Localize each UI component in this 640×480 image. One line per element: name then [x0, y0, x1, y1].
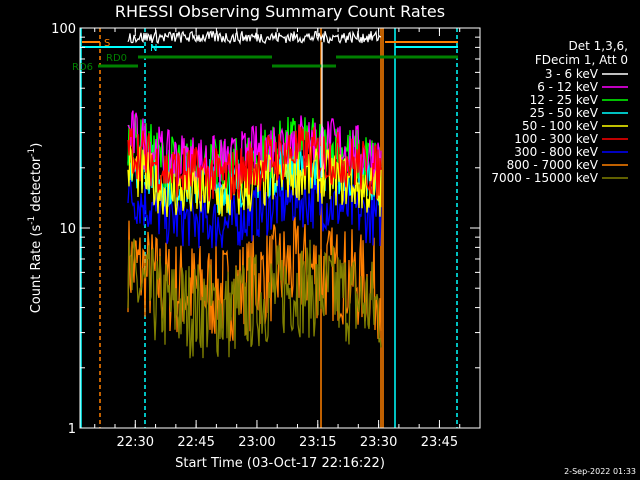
legend-label: 7000 - 15000 keV: [491, 171, 598, 185]
x-axis-label: Start Time (03-Oct-17 22:16:22): [175, 456, 385, 471]
flag-label: RD0: [106, 53, 127, 64]
legend-label: 300 - 800 keV: [514, 145, 598, 159]
y-axis: 1 10 100: [51, 22, 480, 437]
legend-label: 100 - 300 keV: [514, 132, 598, 146]
legend-label: 12 - 25 keV: [530, 93, 599, 107]
legend-label: 25 - 50 keV: [530, 106, 599, 120]
plot-area: S RD0 RD6 N: [72, 28, 458, 428]
x-tick-label: 23:00: [238, 435, 275, 450]
x-axis: 22:30 22:45 23:00 23:15 23:30 23:45: [94, 28, 461, 450]
x-tick-label: 23:15: [299, 435, 336, 450]
x-tick-label: 23:45: [421, 435, 458, 450]
x-tick-label: 23:30: [360, 435, 397, 450]
legend-label: 6 - 12 keV: [537, 80, 599, 94]
x-tick-label: 22:30: [117, 435, 154, 450]
legend-header-2: FDecim 1, Att 0: [535, 53, 628, 67]
series-line-5: [127, 125, 382, 202]
series-line-8: [127, 238, 382, 359]
flag-label: N: [150, 43, 157, 54]
y-tick-label: 10: [59, 222, 76, 237]
flag-label: S: [104, 38, 110, 49]
y-tick-label: 1: [68, 422, 76, 437]
series-line-0: [127, 29, 382, 46]
x-tick-label: 22:45: [177, 435, 214, 450]
legend-label: 50 - 100 keV: [522, 119, 599, 133]
flag-label: RD6: [72, 62, 93, 73]
legend-label: 800 - 7000 keV: [507, 158, 599, 172]
legend-label: 3 - 6 keV: [545, 67, 599, 81]
y-tick-label: 100: [51, 22, 76, 37]
plot-frame: [79, 27, 481, 429]
chart-title: RHESSI Observing Summary Count Rates: [115, 2, 445, 21]
legend-header-1: Det 1,3,6,: [569, 39, 629, 53]
y-axis-label: Count Rate (s-1 detector-1): [27, 143, 44, 314]
footer-date: 2-Sep-2022 01:33: [564, 467, 636, 476]
